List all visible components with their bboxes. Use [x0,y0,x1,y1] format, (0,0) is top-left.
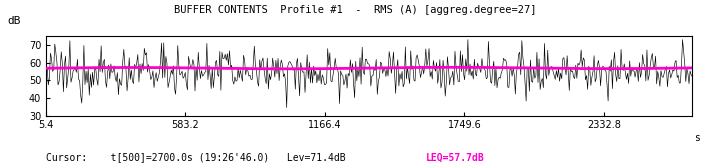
Text: s: s [694,133,700,143]
Text: LEQ=57.7dB: LEQ=57.7dB [426,152,485,162]
Text: dB: dB [7,16,21,26]
Text: BUFFER CONTENTS  Profile #1  -  RMS (A) [aggreg.degree=27]: BUFFER CONTENTS Profile #1 - RMS (A) [ag… [174,5,536,15]
Text: Cursor:    t[500]=2700.0s (19:26'46.0)   Lev=71.4dB: Cursor: t[500]=2700.0s (19:26'46.0) Lev=… [46,152,346,162]
